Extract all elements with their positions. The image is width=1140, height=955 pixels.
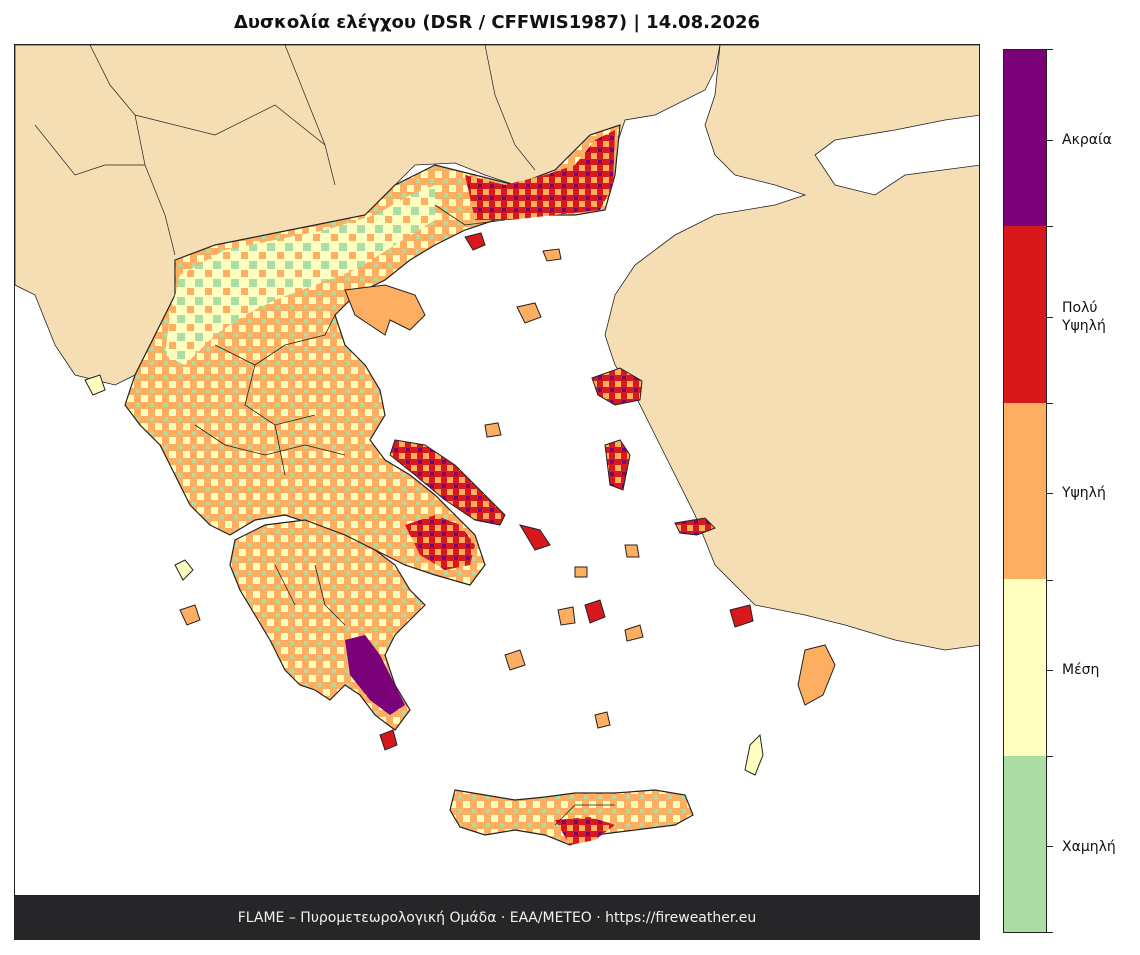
legend-swatch-very-high [1004, 226, 1046, 403]
legend-tick [1047, 846, 1053, 847]
map-panel [14, 44, 980, 896]
crete-hot-zone [555, 817, 615, 845]
regional-borders [194, 204, 615, 826]
legend-tick [1047, 226, 1053, 227]
country-borders [34, 45, 536, 256]
legend-swatch-high [1004, 402, 1046, 580]
thrace-hot-zone [465, 130, 615, 220]
peloponnese-hot-zone [345, 635, 405, 715]
legend-tick [1047, 932, 1053, 933]
legend-swatch-medium [1004, 579, 1046, 756]
legend-tick [1047, 403, 1053, 404]
north-greece-band [165, 185, 435, 365]
greece-map [15, 45, 979, 846]
legend-label-extreme: Ακραία [1062, 132, 1112, 148]
map-title: Δυσκολία ελέγχου (DSR / CFFWIS1987) | 14… [233, 12, 761, 33]
legend-tick [1047, 493, 1053, 494]
legend-tick [1047, 140, 1053, 141]
evia [389, 439, 506, 526]
legend-label-low: Χαμηλή [1062, 839, 1116, 855]
aegean-islands [84, 232, 836, 776]
chalkidiki [344, 284, 426, 336]
attica-hot-zone [405, 515, 475, 570]
legend-swatch-low [1004, 755, 1046, 933]
legend-tick [1047, 670, 1053, 671]
legend-swatch-extreme [1004, 50, 1046, 227]
legend-label-medium: Μέση [1062, 662, 1100, 678]
legend-label-high: Υψηλή [1062, 485, 1106, 501]
legend-tick [1047, 580, 1053, 581]
turkey-land [604, 45, 979, 651]
legend-colorbar [1003, 49, 1047, 933]
legend-tick [1047, 756, 1053, 757]
legend-label-very-high: Πολύ Υψηλή [1062, 300, 1106, 334]
legend-tick [1047, 317, 1053, 318]
footer-credits: FLAME – Πυρομετεωρολογική Ομάδα · ΕΑΑ/ME… [14, 896, 980, 940]
legend-tick [1047, 49, 1053, 50]
mainland-greece [124, 124, 621, 586]
crete [449, 789, 694, 846]
